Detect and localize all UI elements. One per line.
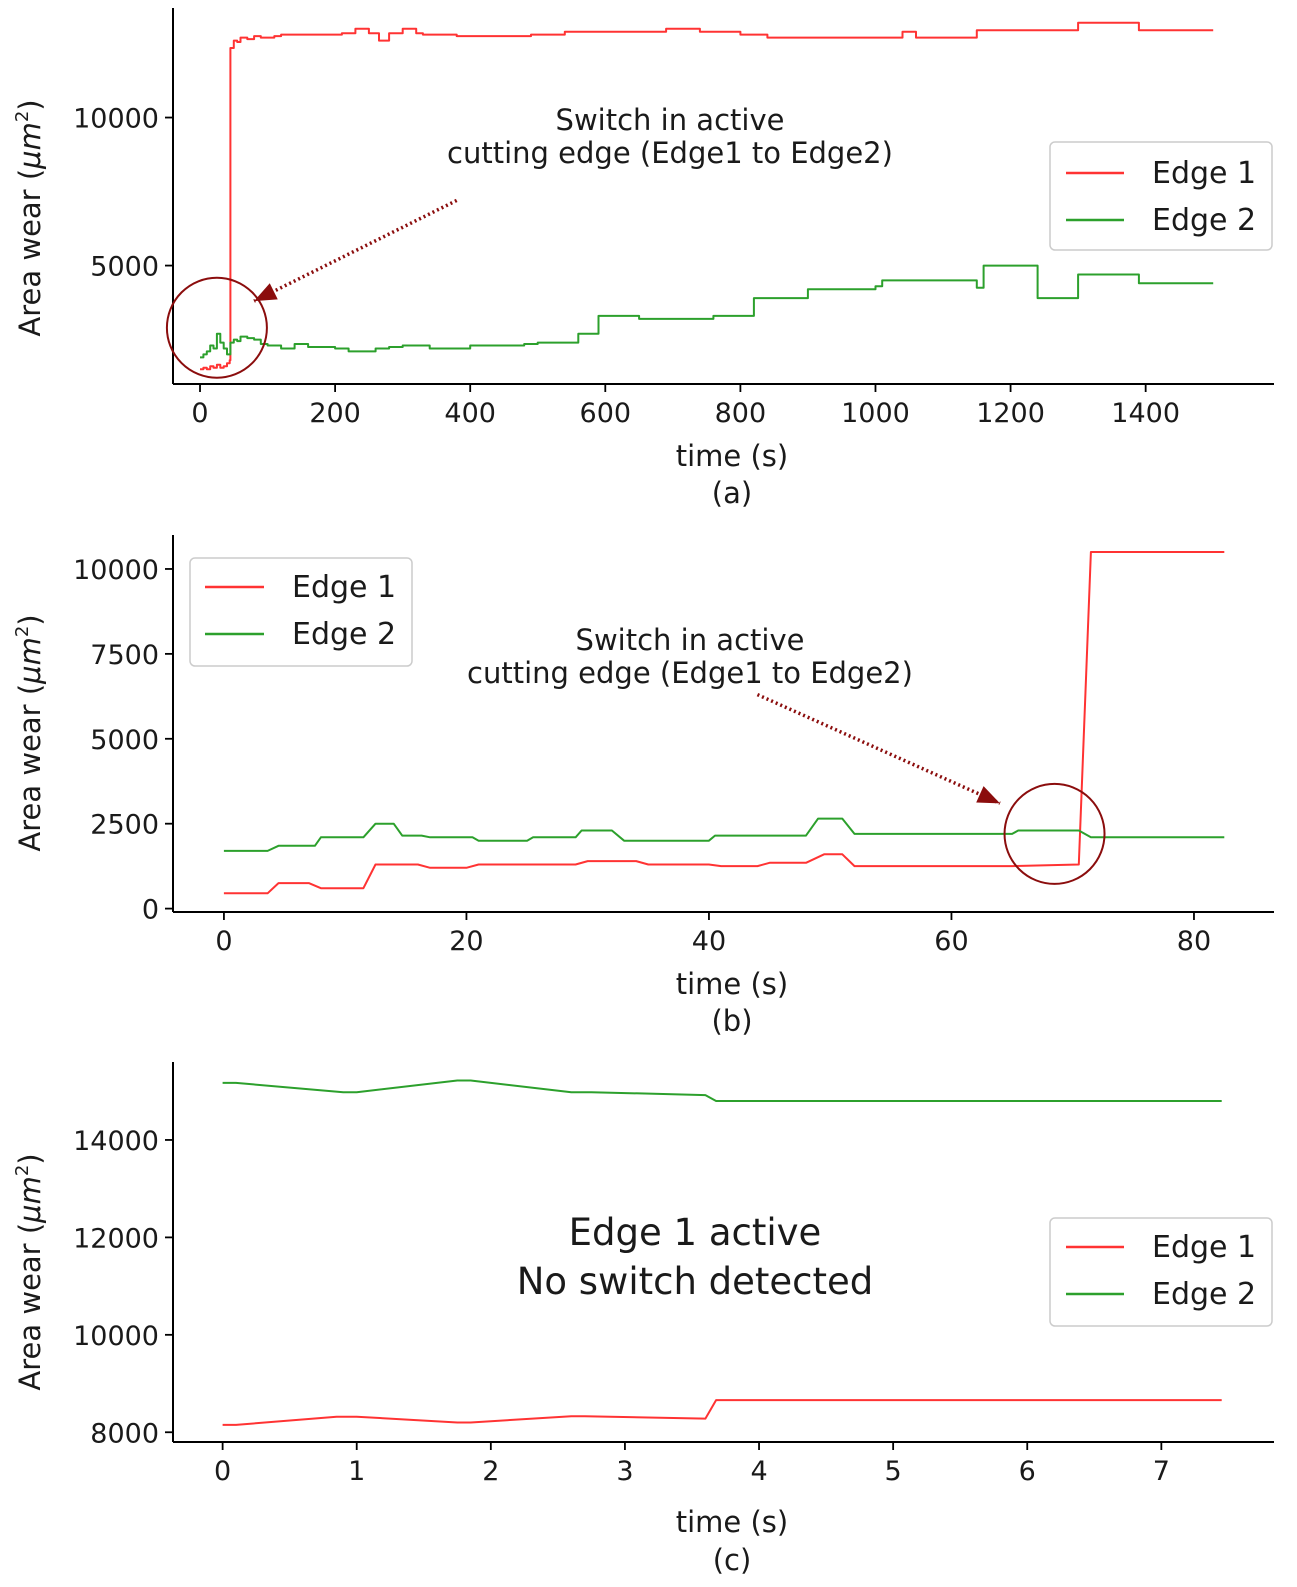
panel-a-arrow-shaft bbox=[253, 198, 458, 303]
panel-b-switch-circle bbox=[1003, 782, 1106, 885]
annotation-c-line2: No switch detected bbox=[517, 1260, 874, 1303]
panel-a-switch-circle bbox=[165, 276, 268, 379]
x-tick-label: 7 bbox=[1153, 1456, 1170, 1487]
annotation-c-line1: Edge 1 active bbox=[569, 1211, 822, 1254]
panel-b-series-edge2 bbox=[223, 817, 1225, 852]
panel-c-annotation: Edge 1 active No switch detected bbox=[517, 1211, 874, 1303]
y-tick-label: 10000 bbox=[73, 555, 159, 586]
panel-c-xlabel: time (s) bbox=[676, 1505, 788, 1539]
x-tick-label: 800 bbox=[715, 398, 767, 429]
panel-b-arrow-shaft bbox=[756, 693, 1001, 805]
x-tick-label: 1 bbox=[348, 1456, 365, 1487]
y-tick-label: 10000 bbox=[73, 104, 159, 135]
panel-b-ylabel: Area wear (μm2) bbox=[12, 614, 47, 851]
x-tick-label: 40 bbox=[692, 926, 726, 957]
x-tick-label: 0 bbox=[191, 398, 208, 429]
x-tick-label: 1000 bbox=[841, 398, 910, 429]
x-tick-label: 80 bbox=[1177, 926, 1211, 957]
panel-a-arrow-head bbox=[254, 283, 278, 302]
x-tick-label: 200 bbox=[309, 398, 361, 429]
x-tick-label: 2 bbox=[482, 1456, 499, 1487]
panel-b-xlabel: time (s) bbox=[676, 967, 788, 1001]
x-tick-label: 600 bbox=[580, 398, 632, 429]
legend-c-edge2-label: Edge 2 bbox=[1152, 1277, 1256, 1312]
annotation-a-line2: cutting edge (Edge1 to Edge2) bbox=[447, 136, 893, 170]
panel-a-ylabel: Area wear (μm2) bbox=[12, 99, 47, 336]
x-tick-label: 3 bbox=[616, 1456, 633, 1487]
y-tick-label: 2500 bbox=[90, 810, 159, 841]
x-tick-label: 4 bbox=[750, 1456, 767, 1487]
legend-b-edge1-label: Edge 1 bbox=[292, 570, 396, 605]
panel-a-plot: 0 200 400 600 800 1000 1200 1400 5000 10000 bbox=[73, 8, 1274, 429]
x-tick-label: 1200 bbox=[976, 398, 1045, 429]
x-tick-label: 5 bbox=[885, 1456, 902, 1487]
y-tick-label: 7500 bbox=[90, 640, 159, 671]
panel-a-series-edge1 bbox=[200, 21, 1214, 371]
panel-a-legend: Edge 1 Edge 2 bbox=[1049, 141, 1273, 251]
panel-a-annotation: Switch in active cutting edge (Edge1 to … bbox=[447, 103, 893, 170]
panel-a: 0 200 400 600 800 1000 1200 1400 5000 10000 Edge … bbox=[12, 8, 1274, 510]
panel-b-legend: Edge 1 Edge 2 bbox=[189, 557, 413, 667]
y-tick-label: 10000 bbox=[73, 1321, 159, 1352]
legend-b-edge2-label: Edge 2 bbox=[292, 617, 396, 652]
y-tick-label: 0 bbox=[142, 895, 159, 926]
x-tick-label: 6 bbox=[1019, 1456, 1036, 1487]
x-tick-label: 1400 bbox=[1111, 398, 1180, 429]
panel-a-label: (a) bbox=[712, 476, 752, 510]
x-tick-label: 400 bbox=[444, 398, 496, 429]
x-tick-label: 0 bbox=[215, 926, 232, 957]
panel-c-label: (c) bbox=[713, 1543, 752, 1577]
legend-a-edge1-label: Edge 1 bbox=[1152, 156, 1256, 191]
panel-b: 0 20 40 60 80 0 2500 5000 7500 10000 Edge 1 Edge … bbox=[12, 535, 1274, 1038]
legend-a-edge2-label: Edge 2 bbox=[1152, 203, 1256, 238]
y-tick-label: 8000 bbox=[90, 1418, 159, 1449]
y-tick-label: 14000 bbox=[73, 1126, 159, 1157]
panel-c-plot: 0 1 2 3 4 5 6 7 8000 10000 12000 14000 bbox=[73, 1062, 1274, 1487]
panel-b-series-edge1 bbox=[223, 551, 1225, 895]
panel-c-ylabel: Area wear (μm2) bbox=[12, 1153, 47, 1390]
x-tick-label: 0 bbox=[214, 1456, 231, 1487]
panel-c-series-edge2 bbox=[222, 1079, 1222, 1102]
annotation-a-line1: Switch in active bbox=[556, 103, 785, 137]
annotation-b-line1: Switch in active bbox=[576, 623, 805, 657]
panel-b-arrow-head bbox=[976, 786, 1000, 804]
panel-c: 0 1 2 3 4 5 6 7 8000 10000 12000 14000 Edge 1 Edge … bbox=[12, 1062, 1274, 1577]
panel-c-legend: Edge 1 Edge 2 bbox=[1049, 1217, 1273, 1327]
panel-a-xlabel: time (s) bbox=[676, 439, 788, 473]
legend-c-edge1-label: Edge 1 bbox=[1152, 1230, 1256, 1265]
x-tick-label: 20 bbox=[449, 926, 483, 957]
y-tick-label: 12000 bbox=[73, 1223, 159, 1254]
y-tick-label: 5000 bbox=[90, 725, 159, 756]
x-tick-label: 60 bbox=[934, 926, 968, 957]
panel-b-annotation: Switch in active cutting edge (Edge1 to … bbox=[467, 623, 913, 690]
panel-a-series-edge2 bbox=[200, 264, 1214, 359]
annotation-b-line2: cutting edge (Edge1 to Edge2) bbox=[467, 656, 913, 690]
panel-b-label: (b) bbox=[711, 1004, 752, 1038]
panel-c-series-edge1 bbox=[222, 1399, 1222, 1426]
panel-b-plot: 0 20 40 60 80 0 2500 5000 7500 10000 bbox=[73, 535, 1274, 957]
y-tick-label: 5000 bbox=[90, 252, 159, 283]
